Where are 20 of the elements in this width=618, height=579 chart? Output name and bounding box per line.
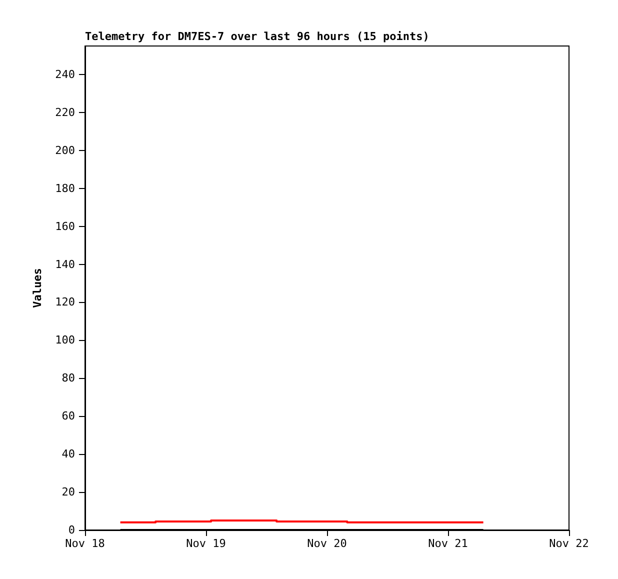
x-tick-label: Nov 20 xyxy=(307,537,347,550)
y-tick-label: 200 xyxy=(55,144,75,157)
y-tick-label: 60 xyxy=(62,410,75,423)
x-tick-label: Nov 18 xyxy=(65,537,105,550)
x-tick-label: Nov 21 xyxy=(428,537,468,550)
y-tick-label: 240 xyxy=(55,68,75,81)
x-tick-label: Nov 22 xyxy=(549,537,589,550)
y-tick-label: 160 xyxy=(55,220,75,233)
y-tick-label: 40 xyxy=(62,448,75,461)
chart-title: Telemetry for DM7ES-7 over last 96 hours (15 points) xyxy=(85,30,430,43)
y-tick-label: 180 xyxy=(55,182,75,195)
y-tick-label: 100 xyxy=(55,334,75,347)
y-tick-label: 120 xyxy=(55,296,75,309)
y-tick-label: 80 xyxy=(62,372,75,385)
y-tick-label: 220 xyxy=(55,106,75,119)
y-tick-label: 0 xyxy=(68,524,75,536)
x-tick-label: Nov 19 xyxy=(186,537,226,550)
y-tick-label: 20 xyxy=(62,486,75,499)
y-axis-title: Values xyxy=(31,268,44,308)
y-tick-label: 140 xyxy=(55,258,75,271)
